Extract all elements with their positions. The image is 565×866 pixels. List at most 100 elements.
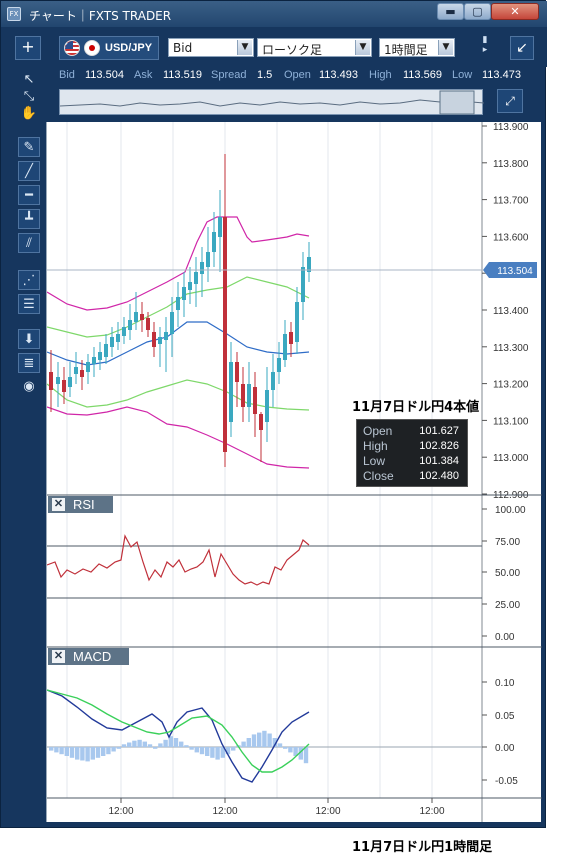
histogram-bar [153,747,158,749]
maximize-button[interactable]: ▢ [464,3,491,20]
chart-type-select[interactable]: ローソク足 ▼ [257,38,372,57]
histogram-bar [75,747,80,760]
trendline-icon[interactable]: ╱ [18,161,40,181]
ohlc-box: Open 101.627 High 102.826 Low 101.384 Close… [356,419,468,487]
close-icon[interactable]: ✕ [52,498,65,511]
candle-body [295,302,299,342]
candle-body [62,380,66,392]
title-bar[interactable]: FX チャート｜FXTS TRADER ▬ ▢ ✕ [1,1,547,27]
candle-body [122,327,126,336]
histogram-bar [179,741,184,747]
candle-body [259,414,263,430]
macd-panel-header: ✕ MACD [48,648,129,665]
histogram-bar [142,741,147,747]
candle-body [271,372,275,390]
candle-body [223,217,227,452]
macd-title: MACD [73,649,112,664]
ask-label: Ask [134,69,153,81]
price-side-select[interactable]: Bid ▼ [168,38,254,57]
histogram-bar [168,736,173,747]
vertical-line-icon[interactable]: ┻ [18,209,40,229]
candle-body [277,358,281,372]
list-icon[interactable]: ≣ [18,353,40,373]
candle-body [164,332,168,340]
histogram-bar [303,747,309,764]
candle-body [68,377,72,387]
price-tick-label: 113.300 [493,343,529,354]
down-arrow-icon[interactable]: ⬇ [18,329,40,349]
histogram-bar [293,747,298,756]
price-tick-label: 113.000 [493,453,529,464]
chevron-down-icon: ▼ [438,40,453,55]
histogram-bar [158,743,163,747]
time-tick-label: 12:00 [315,806,340,817]
fibonacci-icon[interactable]: ☰ [18,294,40,314]
chart-navigator[interactable] [59,89,484,115]
price-tick-label: 113.800 [493,159,529,170]
candle-body [140,314,144,320]
indicator-line [47,321,310,366]
rsi-tick-label: 75.00 [495,537,520,548]
currency-pair-button[interactable]: USD/JPY [59,36,159,60]
candle-body [289,332,293,344]
zoom-cursor-icon[interactable]: ⤡ [23,89,35,104]
histogram-bar [283,747,288,749]
histogram-bar [121,744,127,747]
spread-label: Spread [211,69,247,81]
hand-icon[interactable]: ✋ [20,106,38,121]
bid-value: 113.504 [85,69,124,81]
chart-toolbar: + USD/JPY Bid ▼ ローソク足 ▼ 1時間足 ▼ ▮ ▸ ↙ [1,27,547,67]
ohlc-close-value: 102.480 [419,470,459,482]
low-value: 113.473 [482,69,521,81]
chevron-down-icon: ▼ [237,40,252,55]
close-icon[interactable]: ✕ [52,650,65,663]
histogram-bar [173,738,179,747]
histogram-bar [132,740,137,747]
four-prices-annotation: 11月7日ドル円4本値 [352,400,480,415]
histogram-bar [64,747,69,756]
navigator-sparkline [60,90,484,115]
histogram-bar [116,747,121,749]
histogram-bar [90,747,95,760]
add-chart-button[interactable]: + [15,36,41,60]
histogram-bar [225,747,231,755]
chevron-down-icon: ▼ [355,40,370,55]
rsi-line [47,534,310,586]
histogram-bar [199,747,205,755]
pencil-icon[interactable]: ✎ [18,137,40,157]
toolbar-scroll-icon[interactable]: ▮ ▸ [482,35,488,55]
macd-tick-label: 0.10 [495,678,515,689]
histogram-bar [210,747,215,758]
cursor-icon[interactable]: ↖ [23,72,35,87]
parallel-lines-icon[interactable]: ⫽ [18,233,40,253]
us-flag-icon [64,40,80,56]
histogram-bar [49,747,54,751]
macd-tick-label: -0.05 [495,776,518,787]
high-value: 113.569 [403,69,442,81]
minimize-button[interactable]: ▬ [437,3,464,20]
macd-tick-label: 0.00 [495,743,515,754]
histogram-bar [220,747,225,758]
candle-body [116,334,120,342]
histogram-bar [163,739,168,747]
histogram-bar [251,734,257,747]
time-tick-label: 12:00 [212,806,237,817]
fan-icon[interactable]: ⋰ [18,270,40,290]
expand-navigator-button[interactable]: ⤢ [497,89,523,113]
histogram-bar [231,747,236,751]
price-tick-label: 113.900 [493,122,529,133]
camera-icon[interactable]: ◉ [23,379,35,394]
histogram-bar [80,747,85,761]
candle-body [49,372,53,390]
indicator-line [47,406,310,469]
horizontal-line-icon[interactable]: ━ [18,185,40,205]
close-button[interactable]: ✕ [491,3,539,20]
rsi-tick-label: 100.00 [495,505,526,516]
histogram-bar [69,747,75,758]
dock-button[interactable]: ↙ [510,36,534,60]
histogram-bar [59,747,64,755]
ohlc-close-label: Close [363,469,394,483]
histogram-bar [262,730,267,747]
candle-body [283,334,287,360]
timeframe-select[interactable]: 1時間足 ▼ [379,38,455,57]
